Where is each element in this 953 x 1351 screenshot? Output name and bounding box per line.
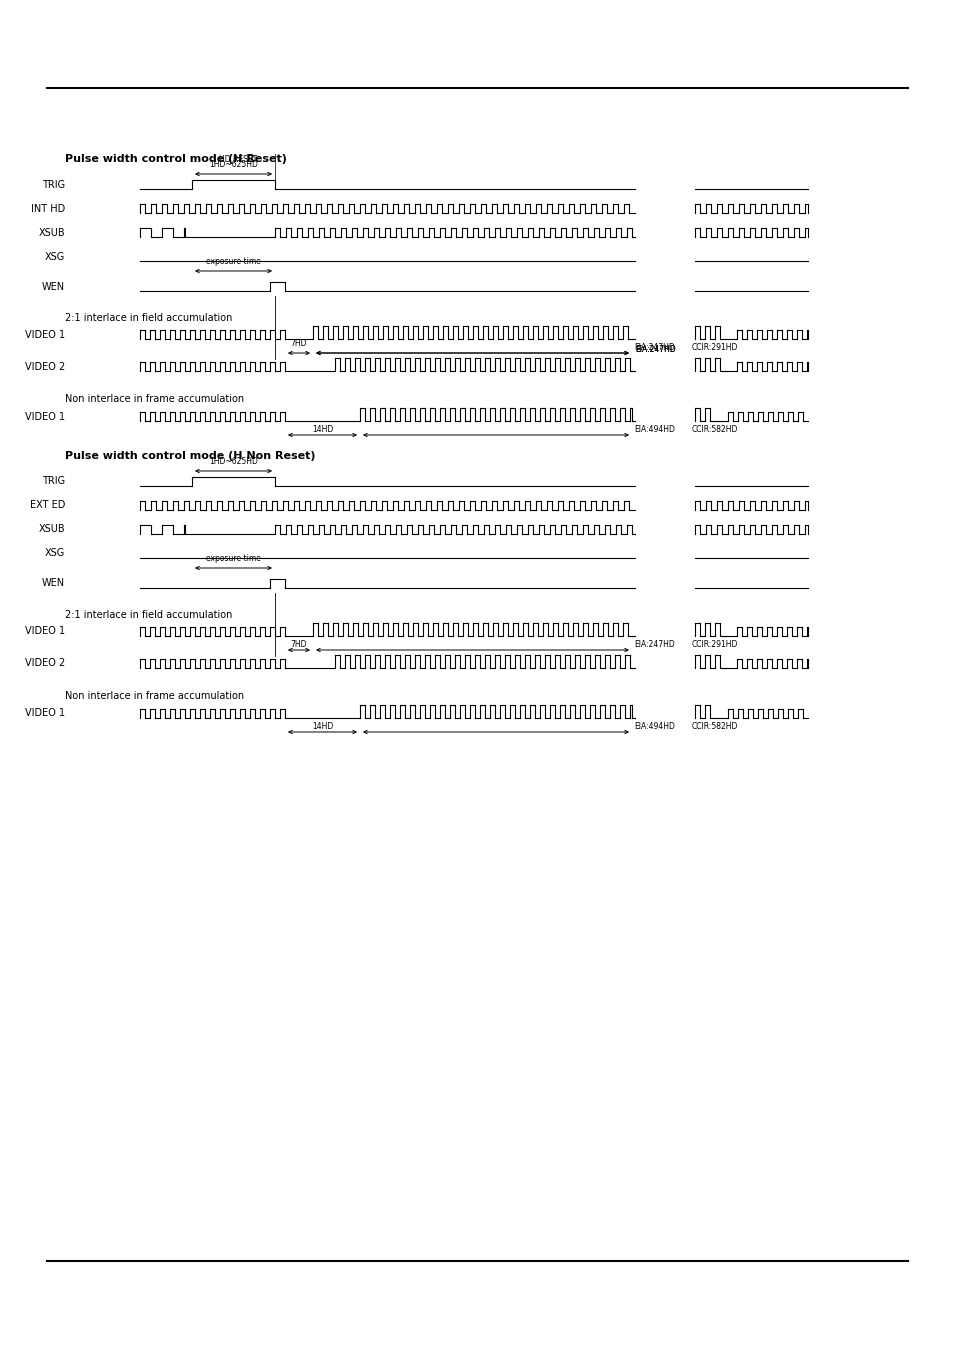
Text: VIDEO 2: VIDEO 2 (25, 362, 65, 372)
Text: Non interlace in frame accumulation: Non interlace in frame accumulation (65, 690, 244, 701)
Text: 14HD: 14HD (312, 426, 333, 434)
Text: 2:1 interlace in field accumulation: 2:1 interlace in field accumulation (65, 313, 233, 323)
Text: XSG: XSG (45, 549, 65, 558)
Text: TRIG: TRIG (42, 180, 65, 189)
Text: EIA:494HD: EIA:494HD (634, 721, 674, 731)
Text: 7HD: 7HD (291, 640, 307, 648)
Text: 14HD: 14HD (312, 721, 333, 731)
Text: CCIR:582HD: CCIR:582HD (691, 721, 738, 731)
Text: EIA:247HD: EIA:247HD (635, 346, 675, 354)
Text: VIDEO 1: VIDEO 1 (25, 412, 65, 422)
Text: exposure time: exposure time (206, 554, 261, 563)
Text: WEN: WEN (42, 578, 65, 589)
Text: CCIR:291HD: CCIR:291HD (691, 640, 738, 648)
Text: CCIR:291HD: CCIR:291HD (691, 343, 738, 353)
Text: EIA:247HD: EIA:247HD (635, 346, 675, 354)
Text: TRIG: TRIG (42, 477, 65, 486)
Text: VIDEO 2: VIDEO 2 (25, 658, 65, 669)
Text: 2:1 interlace in field accumulation: 2:1 interlace in field accumulation (65, 611, 233, 620)
Text: 1HD~625HD: 1HD~625HD (209, 457, 257, 466)
Text: HD RESET: HD RESET (219, 155, 257, 165)
Text: EIA:494HD: EIA:494HD (634, 426, 674, 434)
Text: Non interlace in frame accumulation: Non interlace in frame accumulation (65, 394, 244, 404)
Text: VIDEO 1: VIDEO 1 (25, 330, 65, 339)
Text: XSUB: XSUB (38, 227, 65, 238)
Text: exposure time: exposure time (206, 257, 261, 266)
Text: VIDEO 1: VIDEO 1 (25, 708, 65, 719)
Text: XSG: XSG (45, 251, 65, 262)
Text: 1HD~625HD: 1HD~625HD (209, 159, 257, 169)
Text: EIA:247HD: EIA:247HD (634, 343, 674, 353)
Text: WEN: WEN (42, 281, 65, 292)
Text: VIDEO 1: VIDEO 1 (25, 627, 65, 636)
Text: CCIR:582HD: CCIR:582HD (691, 426, 738, 434)
Text: INT HD: INT HD (30, 204, 65, 213)
Text: EIA:247HD: EIA:247HD (634, 640, 674, 648)
Text: XSUB: XSUB (38, 524, 65, 535)
Text: EXT ED: EXT ED (30, 500, 65, 511)
Text: 7HD: 7HD (291, 339, 307, 349)
Text: Pulse width control mode (H Non Reset): Pulse width control mode (H Non Reset) (65, 451, 315, 461)
Text: Pulse width control mode (H Reset): Pulse width control mode (H Reset) (65, 154, 287, 163)
